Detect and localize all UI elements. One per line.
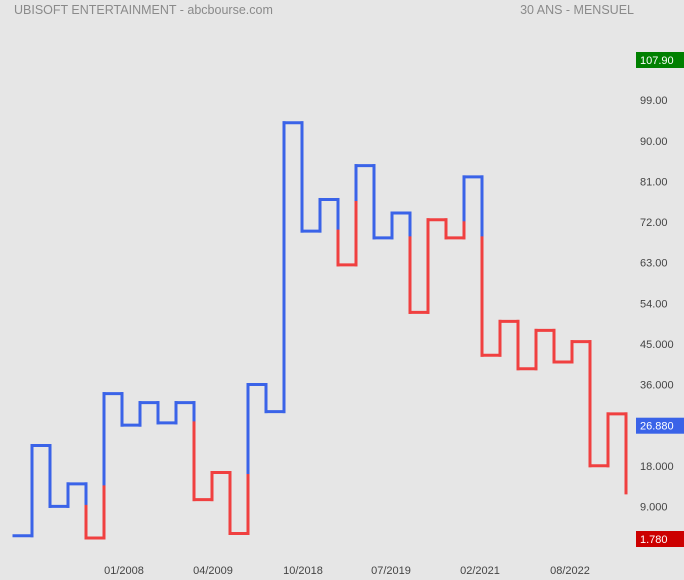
low-value-badge bbox=[636, 531, 684, 547]
x-tick-label: 08/2022 bbox=[550, 565, 590, 577]
chart-period: 30 ANS - MENSUEL bbox=[520, 3, 634, 17]
low-value-label: 1.780 bbox=[640, 534, 668, 546]
x-tick-label: 01/2008 bbox=[104, 565, 144, 577]
x-tick-label: 10/2018 bbox=[283, 565, 323, 577]
last-value-label: 26.880 bbox=[640, 421, 674, 433]
y-tick-label: 36.000 bbox=[640, 380, 674, 392]
y-tick-label: 63.00 bbox=[640, 258, 668, 270]
high-value-label: 107.90 bbox=[640, 55, 674, 67]
y-tick-label: 54.00 bbox=[640, 298, 668, 310]
y-tick-label: 45.000 bbox=[640, 339, 674, 351]
x-tick-label: 07/2019 bbox=[371, 565, 411, 577]
chart-title: UBISOFT ENTERTAINMENT - abcbourse.com bbox=[14, 3, 273, 17]
y-tick-label: 81.00 bbox=[640, 176, 668, 188]
y-tick-label: 9.000 bbox=[640, 501, 668, 513]
y-tick-label: 90.00 bbox=[640, 136, 668, 148]
last-value-badge bbox=[636, 417, 684, 434]
x-tick-label: 02/2021 bbox=[460, 565, 500, 577]
y-tick-label: 99.00 bbox=[640, 95, 668, 107]
y-tick-label: 72.00 bbox=[640, 217, 668, 229]
x-tick-label: 04/2009 bbox=[193, 565, 233, 577]
high-value-badge bbox=[636, 52, 684, 68]
y-tick-label: 18.000 bbox=[640, 461, 674, 473]
